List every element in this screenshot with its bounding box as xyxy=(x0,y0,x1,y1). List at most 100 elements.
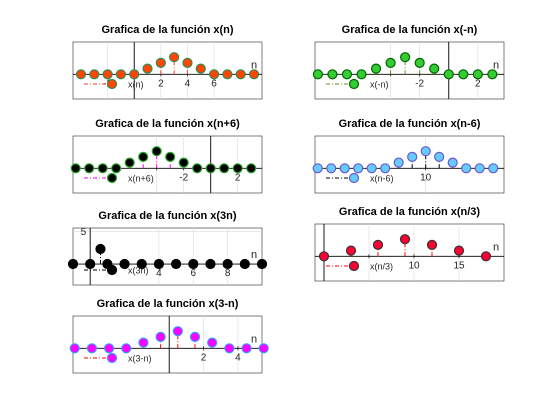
x-tick-label: 2 xyxy=(158,78,164,89)
stem-marker xyxy=(84,163,95,174)
legend-marker xyxy=(348,172,360,184)
stem-marker xyxy=(75,69,87,80)
subplot-6: 10 15 n Grafica de la función x(n/3) x(n/3) xyxy=(314,206,505,282)
stem-marker xyxy=(138,337,149,348)
stem-marker xyxy=(119,258,130,270)
stem-marker xyxy=(103,343,115,354)
stem-marker xyxy=(115,69,127,80)
x-tick-label: 10 xyxy=(420,172,432,183)
legend-label: x(n) xyxy=(128,80,144,90)
subplot-2: -2 2 n Grafica de la función x(-n) x(-n) xyxy=(312,24,505,100)
stem-marker xyxy=(95,243,106,255)
stem-marker xyxy=(461,163,472,174)
x-tick-label: 4 xyxy=(185,78,191,89)
legend-label: x(3-n) xyxy=(128,354,152,364)
stem-marker xyxy=(192,163,203,174)
x-tick-label: 2 xyxy=(235,172,241,183)
x-axis-label: n xyxy=(251,249,257,261)
chart-title: Grafica de la función x(n-6) xyxy=(339,118,481,130)
stem-marker xyxy=(195,63,206,74)
stem-marker xyxy=(142,63,153,74)
stem-marker xyxy=(102,69,113,80)
x-tick-label: 4 xyxy=(156,268,162,279)
stem-marker xyxy=(318,251,330,262)
stem-marker xyxy=(121,343,132,354)
stem-marker xyxy=(393,157,404,168)
stem-marker xyxy=(356,69,367,80)
stem-marker xyxy=(443,69,454,80)
stem-marker xyxy=(246,163,257,174)
legend-label: x(n-6) xyxy=(370,174,394,184)
stem-marker xyxy=(178,157,189,168)
x-axis-label: n xyxy=(251,59,257,71)
x-tick-label: -2 xyxy=(415,78,424,89)
stem-marker xyxy=(474,163,485,174)
stem-marker xyxy=(480,251,492,262)
stem-marker xyxy=(420,146,431,157)
x-tick-label: 2 xyxy=(475,78,481,89)
chart-title: Grafica de la función x(n/3) xyxy=(339,206,481,218)
subplot-3: -2 2 Grafica de la función x(n+6) x(n+6) xyxy=(70,118,263,194)
stem-marker xyxy=(235,69,246,80)
stem-marker xyxy=(453,245,465,256)
chart-title: Grafica de la función x(3-n) xyxy=(97,298,239,310)
stem-marker xyxy=(434,151,445,162)
stem-marker xyxy=(86,343,98,354)
stem-marker xyxy=(239,258,250,270)
legend-label: x(-n) xyxy=(370,80,389,90)
stem-marker xyxy=(256,258,268,270)
stem-marker xyxy=(69,343,80,354)
axes-box xyxy=(72,315,263,374)
stem-marker xyxy=(258,343,269,354)
axes-box xyxy=(314,223,505,282)
legend-marker xyxy=(106,172,118,184)
legend-label: x(n+6) xyxy=(128,174,154,184)
x-tick-label: 6 xyxy=(190,268,196,279)
legend-marker xyxy=(348,78,360,90)
stem-marker xyxy=(327,69,338,80)
legend-marker xyxy=(106,352,118,364)
legend-label: x(n/3) xyxy=(370,262,393,272)
legend-marker xyxy=(106,264,118,276)
axes-box xyxy=(72,227,263,286)
stem-marker xyxy=(339,163,350,174)
x-axis-label: n xyxy=(251,333,257,345)
stem-marker xyxy=(129,69,140,80)
x-tick-label: 15 xyxy=(453,260,465,271)
subplot-1: -2246nGrafica de la función x(n)x(n) xyxy=(72,24,263,100)
stem-marker xyxy=(222,69,233,80)
stem-marker xyxy=(312,69,324,80)
stem-marker xyxy=(312,163,323,174)
legend-label: x(3n) xyxy=(128,266,149,276)
stem-marker xyxy=(380,163,391,174)
stem-marker xyxy=(155,331,166,342)
stem-marker xyxy=(136,258,147,270)
stem-marker xyxy=(488,163,499,174)
chart-title: Grafica de la función x(n) xyxy=(101,24,233,36)
stem-marker xyxy=(366,163,377,174)
stem-marker xyxy=(414,57,425,69)
stem-marker xyxy=(400,52,411,63)
stem-marker xyxy=(487,69,498,80)
x-tick-label: 8 xyxy=(225,268,231,279)
stem-marker xyxy=(207,337,218,348)
stem-marker xyxy=(370,63,382,74)
stem-marker xyxy=(458,69,469,80)
x-tick-label: 10 xyxy=(408,260,420,271)
stem-marker xyxy=(189,331,201,342)
chart-title: Grafica de la función x(n+6) xyxy=(95,118,240,130)
x-tick-label: 4 xyxy=(235,352,241,363)
stem-marker xyxy=(248,69,260,80)
stem-marker xyxy=(205,258,216,270)
subplot-4: 10 Grafica de la función x(n-6) x(n-6) xyxy=(312,118,505,194)
stem-marker xyxy=(447,157,458,168)
chart-title: Grafica de la función x(3n) xyxy=(98,210,236,222)
stem-marker xyxy=(165,151,176,162)
stem-marker xyxy=(232,163,243,174)
stem-marker xyxy=(341,69,353,80)
stem-marker xyxy=(205,163,216,174)
stem-marker xyxy=(345,245,357,256)
stem-marker xyxy=(372,239,384,250)
stem-marker xyxy=(124,157,135,168)
